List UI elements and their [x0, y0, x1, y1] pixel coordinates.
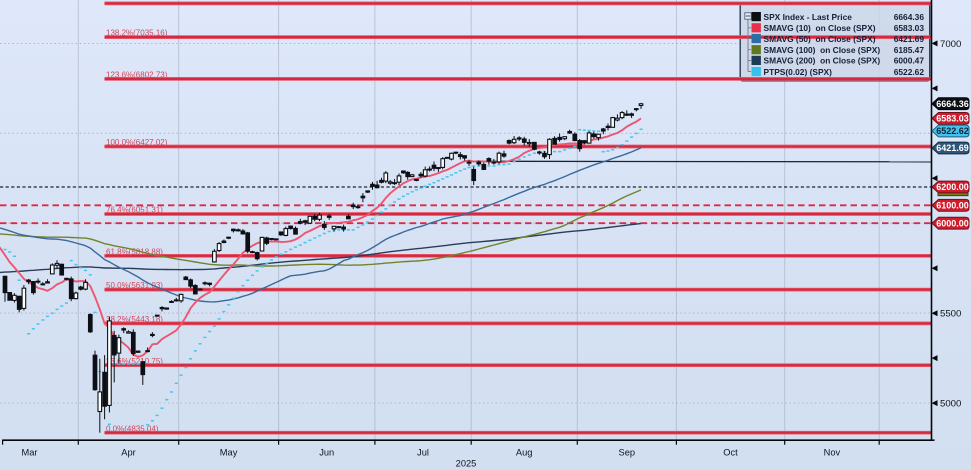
svg-text:7000: 7000 — [940, 39, 961, 50]
svg-text:SPX Index - Last Price: SPX Index - Last Price — [764, 12, 853, 22]
svg-text:38.2%(5443.18): 38.2%(5443.18) — [106, 315, 163, 324]
svg-text:0.0%(4835.04): 0.0%(4835.04) — [106, 424, 159, 433]
svg-text:6185.47: 6185.47 — [894, 45, 925, 55]
svg-text:2025: 2025 — [456, 459, 477, 469]
svg-text:6522.62: 6522.62 — [936, 126, 969, 136]
svg-text:76.4%(6051.31): 76.4%(6051.31) — [106, 206, 163, 215]
svg-text:Jul: Jul — [417, 448, 429, 458]
svg-text:6200.00: 6200.00 — [936, 182, 969, 192]
svg-text:23.6%(5210.75): 23.6%(5210.75) — [106, 357, 163, 366]
svg-text:5500: 5500 — [940, 309, 961, 320]
svg-text:6421.69: 6421.69 — [894, 34, 925, 44]
svg-text:6421.69: 6421.69 — [936, 143, 969, 153]
svg-text:Mar: Mar — [21, 448, 37, 458]
svg-text:PTPS(0.02) (SPX): PTPS(0.02) (SPX) — [764, 67, 833, 77]
svg-text:Nov: Nov — [824, 448, 841, 458]
svg-text:100.0%(6427.02): 100.0%(6427.02) — [106, 138, 168, 147]
svg-text:6000.47: 6000.47 — [894, 56, 925, 66]
svg-text:Jun: Jun — [319, 448, 334, 458]
svg-text:6100.00: 6100.00 — [936, 201, 969, 211]
svg-text:6664.36: 6664.36 — [894, 12, 925, 22]
svg-text:6000.00: 6000.00 — [936, 218, 969, 228]
svg-text:SMAVG (50) on Close (SPX): SMAVG (50) on Close (SPX) — [764, 34, 876, 44]
svg-text:5000: 5000 — [940, 399, 961, 410]
svg-text:Apr: Apr — [121, 448, 135, 458]
svg-text:138.2%(7035.16): 138.2%(7035.16) — [106, 29, 168, 38]
svg-text:Sep: Sep — [619, 448, 636, 458]
svg-text:SMAVG (10) on Close (SPX): SMAVG (10) on Close (SPX) — [764, 23, 876, 33]
svg-text:6664.36: 6664.36 — [936, 99, 969, 109]
svg-text:Aug: Aug — [516, 448, 533, 458]
svg-text:Oct: Oct — [723, 448, 738, 458]
svg-text:6583.03: 6583.03 — [936, 114, 969, 124]
svg-text:SMAVG (100) on Close (SPX): SMAVG (100) on Close (SPX) — [764, 45, 881, 55]
svg-text:50.0%(5631.03): 50.0%(5631.03) — [106, 281, 163, 290]
svg-text:6583.03: 6583.03 — [894, 23, 925, 33]
svg-text:May: May — [220, 448, 238, 458]
svg-text:6522.62: 6522.62 — [894, 67, 925, 77]
svg-text:SMAVG (200) on Close (SPX): SMAVG (200) on Close (SPX) — [764, 56, 881, 66]
svg-text:123.6%(6802.73): 123.6%(6802.73) — [106, 71, 168, 80]
svg-text:61.8%(5818.88): 61.8%(5818.88) — [106, 247, 163, 256]
